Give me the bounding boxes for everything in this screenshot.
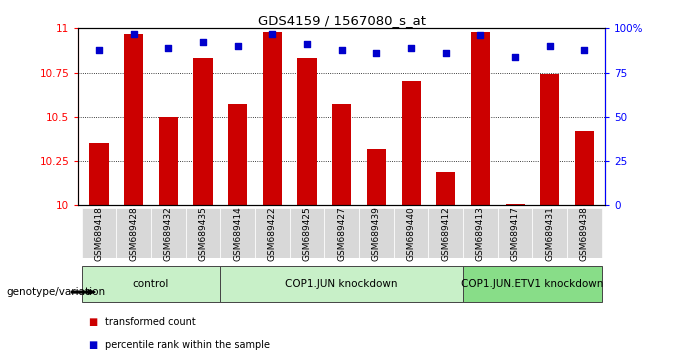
Text: GSM689438: GSM689438 [580, 206, 589, 261]
Text: control: control [133, 279, 169, 289]
Bar [332, 104, 352, 205]
Point [544, 43, 555, 49]
FancyBboxPatch shape [567, 208, 602, 258]
Bar [263, 32, 282, 205]
Text: genotype/variation: genotype/variation [7, 287, 106, 297]
Text: COP1.JUN.ETV1 knockdown: COP1.JUN.ETV1 knockdown [461, 279, 604, 289]
Point [198, 40, 209, 45]
Bar [505, 204, 524, 205]
FancyBboxPatch shape [82, 266, 220, 302]
FancyBboxPatch shape [255, 208, 290, 258]
FancyBboxPatch shape [394, 208, 428, 258]
FancyBboxPatch shape [151, 208, 186, 258]
FancyBboxPatch shape [498, 208, 532, 258]
Text: GSM689413: GSM689413 [476, 206, 485, 261]
FancyBboxPatch shape [359, 208, 394, 258]
Bar [194, 58, 213, 205]
Point [267, 31, 278, 36]
Bar [228, 104, 248, 205]
Text: GSM689417: GSM689417 [511, 206, 520, 261]
Point [405, 45, 416, 51]
Point [579, 47, 590, 52]
Text: transformed count: transformed count [105, 317, 196, 327]
FancyBboxPatch shape [428, 208, 463, 258]
Text: GSM689425: GSM689425 [303, 206, 311, 261]
FancyBboxPatch shape [116, 208, 151, 258]
Text: ■: ■ [88, 340, 98, 350]
FancyBboxPatch shape [463, 266, 602, 302]
FancyBboxPatch shape [532, 208, 567, 258]
Text: GSM689414: GSM689414 [233, 206, 242, 261]
Text: COP1.JUN knockdown: COP1.JUN knockdown [286, 279, 398, 289]
Bar [436, 172, 455, 205]
Bar [90, 143, 109, 205]
Point [94, 47, 105, 52]
Point [336, 47, 347, 52]
Point [509, 54, 520, 59]
FancyBboxPatch shape [82, 208, 116, 258]
Point [163, 45, 174, 51]
Text: GSM689412: GSM689412 [441, 206, 450, 261]
Text: GSM689431: GSM689431 [545, 206, 554, 261]
Text: GSM689440: GSM689440 [407, 206, 415, 261]
Bar [540, 74, 559, 205]
Point [440, 50, 451, 56]
Point [233, 43, 243, 49]
Point [129, 31, 139, 36]
Text: GSM689432: GSM689432 [164, 206, 173, 261]
FancyBboxPatch shape [186, 208, 220, 258]
Point [371, 50, 381, 56]
Bar [159, 117, 178, 205]
Text: GSM689427: GSM689427 [337, 206, 346, 261]
Text: GSM689418: GSM689418 [95, 206, 103, 261]
Bar [471, 32, 490, 205]
Text: GSM689435: GSM689435 [199, 206, 207, 261]
Title: GDS4159 / 1567080_s_at: GDS4159 / 1567080_s_at [258, 14, 426, 27]
FancyBboxPatch shape [220, 208, 255, 258]
Bar [575, 131, 594, 205]
Text: ■: ■ [88, 317, 98, 327]
FancyBboxPatch shape [220, 266, 463, 302]
Text: GSM689422: GSM689422 [268, 206, 277, 261]
FancyBboxPatch shape [463, 208, 498, 258]
Point [475, 33, 486, 38]
Point [302, 41, 313, 47]
FancyBboxPatch shape [324, 208, 359, 258]
Bar [401, 81, 420, 205]
Text: GSM689439: GSM689439 [372, 206, 381, 261]
Bar [367, 149, 386, 205]
FancyBboxPatch shape [290, 208, 324, 258]
Text: percentile rank within the sample: percentile rank within the sample [105, 340, 271, 350]
Bar [297, 58, 317, 205]
Text: GSM689428: GSM689428 [129, 206, 138, 261]
Bar [124, 34, 143, 205]
